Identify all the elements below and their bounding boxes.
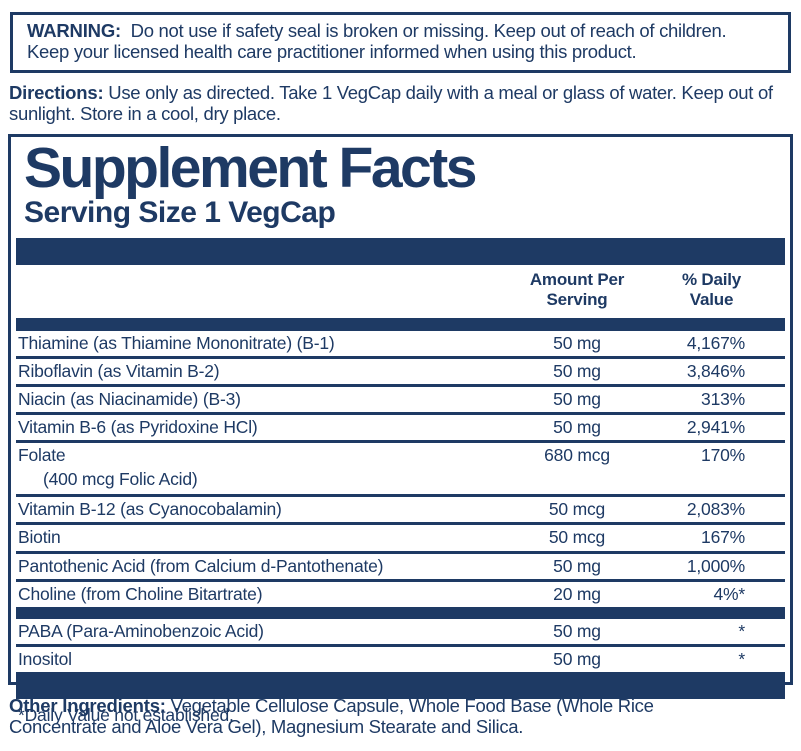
- nutrient-name: Vitamin B-12 (as Cyanocobalamin): [18, 499, 282, 520]
- nutrient-daily-value: 4%*: [713, 583, 745, 604]
- directions-label: Directions:: [9, 81, 104, 103]
- supplement-facts-title: Supplement Facts: [24, 135, 477, 200]
- table-bottom-bar: [16, 672, 785, 700]
- other-ingredients-text: Vegetable Cellulose Capsule, Whole Food …: [9, 694, 654, 738]
- column-header-amount-line2: Serving: [546, 290, 608, 310]
- table-row-thiamine: Thiamine (as Thiamine Mononitrate) (B-1)…: [16, 331, 785, 359]
- nutrient-amount: 680 mcg: [544, 445, 610, 466]
- column-header-dv-line1: % Daily: [681, 270, 742, 290]
- nutrient-daily-value: 1,000%: [686, 555, 745, 576]
- nutrient-amount: 50 mg: [553, 648, 601, 669]
- nutrient-amount: 50 mg: [553, 388, 601, 409]
- column-header-dv-line2: Value: [689, 290, 734, 310]
- warning-box: WARNING: Do not use if safety seal is br…: [10, 12, 791, 73]
- directions-text: Use only as directed. Take 1 VegCap dail…: [9, 81, 773, 125]
- nutrient-daily-value: 170%: [701, 445, 745, 466]
- nutrient-name: Niacin (as Niacinamide) (B-3): [18, 388, 241, 409]
- nutrient-name: Inositol: [18, 648, 72, 669]
- nutrient-amount: 50 mg: [553, 360, 601, 381]
- nutrient-daily-value: *: [738, 620, 745, 641]
- supplement-facts-panel: Supplement Facts Serving Size 1 VegCap A…: [8, 133, 793, 725]
- warning-label: WARNING:: [27, 20, 121, 41]
- table-row-vitamin-b6: Vitamin B-6 (as Pyridoxine HCl) 50 mg 2,…: [16, 415, 785, 444]
- table-row-inositol: Inositol 50 mg *: [16, 647, 785, 672]
- column-header-spacer: [16, 270, 502, 310]
- section-divider-bar: [16, 606, 785, 619]
- nutrient-name: Vitamin B-6 (as Pyridoxine HCl): [18, 416, 258, 437]
- nutrient-daily-value: 313%: [701, 388, 745, 409]
- table-row-pantothenic-acid: Pantothenic Acid (from Calcium d-Pantoth…: [16, 554, 785, 582]
- table-row-choline: Choline (from Choline Bitartrate) 20 mg …: [16, 582, 785, 607]
- nutrient-amount: 50 mcg: [548, 499, 606, 520]
- other-ingredients-paragraph: Other Ingredients: Vegetable Cellulose C…: [9, 695, 724, 738]
- nutrient-name: Folate (400 mcg Folic Acid): [16, 445, 502, 491]
- column-headers: Amount Per Serving % Daily Value: [16, 265, 785, 317]
- nutrient-name: PABA (Para-Aminobenzoic Acid): [18, 620, 264, 641]
- nutrient-amount: 50 mcg: [548, 527, 606, 548]
- nutrient-daily-value: 4,167%: [686, 332, 745, 353]
- nutrient-name: Biotin: [18, 527, 61, 548]
- nutrient-amount: 50 mg: [553, 332, 601, 353]
- warning-text: Do not use if safety seal is broken or m…: [27, 20, 727, 63]
- nutrient-name: Pantothenic Acid (from Calcium d-Pantoth…: [18, 555, 384, 576]
- directions-paragraph: Directions: Use only as directed. Take 1…: [9, 82, 791, 125]
- nutrient-name: Riboflavin (as Vitamin B-2): [18, 360, 220, 381]
- warning-paragraph: WARNING: Do not use if safety seal is br…: [27, 20, 739, 63]
- nutrient-daily-value: *: [738, 648, 745, 669]
- table-row-folate: Folate (400 mcg Folic Acid) 680 mcg 170%: [16, 443, 785, 498]
- nutrient-amount: 50 mg: [553, 620, 601, 641]
- table-row-biotin: Biotin 50 mcg 167%: [16, 525, 785, 554]
- serving-size: Serving Size 1 VegCap: [24, 195, 336, 229]
- nutrient-name-main: Folate: [18, 445, 66, 466]
- nutrient-amount: 50 mg: [553, 555, 601, 576]
- nutrient-daily-value: 3,846%: [686, 360, 745, 381]
- nutrient-name-sub: (400 mcg Folic Acid): [43, 469, 198, 490]
- table-top-bar: [16, 317, 785, 331]
- column-header-amount-line1: Amount Per: [529, 270, 625, 290]
- nutrient-daily-value: 2,083%: [686, 499, 745, 520]
- nutrient-amount: 20 mg: [553, 583, 601, 604]
- nutrient-daily-value: 2,941%: [686, 416, 745, 437]
- column-header-daily-value: % Daily Value: [652, 270, 785, 310]
- table-row-paba: PABA (Para-Aminobenzoic Acid) 50 mg *: [16, 619, 785, 647]
- table-row-riboflavin: Riboflavin (as Vitamin B-2) 50 mg 3,846%: [16, 359, 785, 387]
- nutrient-amount: 50 mg: [553, 416, 601, 437]
- nutrient-daily-value: 167%: [701, 527, 745, 548]
- table-row-niacin: Niacin (as Niacinamide) (B-3) 50 mg 313%: [16, 387, 785, 415]
- daily-value-footnote: *Daily Value not established.: [18, 705, 234, 726]
- table-row-vitamin-b12: Vitamin B-12 (as Cyanocobalamin) 50 mcg …: [16, 497, 785, 526]
- column-header-amount: Amount Per Serving: [502, 270, 652, 310]
- nutrient-name: Thiamine (as Thiamine Mononitrate) (B-1): [18, 332, 335, 353]
- header-bar: [16, 238, 785, 266]
- other-ingredients-label: Other Ingredients:: [9, 694, 166, 716]
- nutrient-name: Choline (from Choline Bitartrate): [18, 583, 263, 604]
